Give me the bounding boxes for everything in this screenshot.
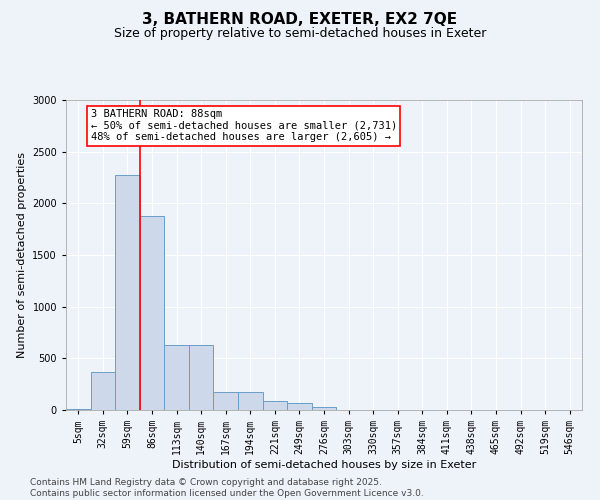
- Bar: [164, 345, 189, 410]
- Bar: [263, 400, 287, 410]
- Bar: [66, 409, 91, 410]
- Bar: [214, 392, 238, 410]
- Bar: [115, 176, 140, 410]
- Text: 3 BATHERN ROAD: 88sqm
← 50% of semi-detached houses are smaller (2,731)
48% of s: 3 BATHERN ROAD: 88sqm ← 50% of semi-deta…: [91, 110, 397, 142]
- Bar: [287, 404, 312, 410]
- Bar: [238, 392, 263, 410]
- Text: 3, BATHERN ROAD, EXETER, EX2 7QE: 3, BATHERN ROAD, EXETER, EX2 7QE: [142, 12, 458, 28]
- Text: Contains HM Land Registry data © Crown copyright and database right 2025.
Contai: Contains HM Land Registry data © Crown c…: [30, 478, 424, 498]
- Bar: [189, 345, 214, 410]
- Bar: [140, 216, 164, 410]
- X-axis label: Distribution of semi-detached houses by size in Exeter: Distribution of semi-detached houses by …: [172, 460, 476, 470]
- Bar: [91, 372, 115, 410]
- Text: Size of property relative to semi-detached houses in Exeter: Size of property relative to semi-detach…: [114, 28, 486, 40]
- Y-axis label: Number of semi-detached properties: Number of semi-detached properties: [17, 152, 26, 358]
- Bar: [312, 407, 336, 410]
